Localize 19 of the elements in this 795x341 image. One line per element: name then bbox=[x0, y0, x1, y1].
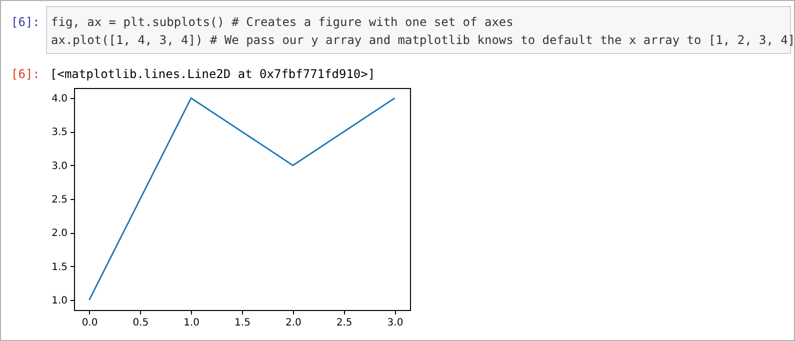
x-tick-label: 0.5 bbox=[132, 318, 149, 328]
text: [6]: bbox=[11, 15, 40, 29]
text: ax.plot([1, 4, 3, 4]) # We pass our y array and matplotlib knows to default the x array to [1, 2, 3, 4] bbox=[51, 33, 795, 47]
text: fig, ax = plt.subplots() # Creates a figure with one set of axes bbox=[51, 15, 514, 29]
x-tick-label: 3.0 bbox=[387, 318, 404, 328]
x-tick-label: 1.5 bbox=[234, 318, 250, 328]
y-tick-label: 3.0 bbox=[52, 160, 68, 172]
y-tick-label: 2.5 bbox=[52, 194, 68, 206]
y-tick-label: 1.0 bbox=[52, 295, 68, 306]
y-tick-label: 4.0 bbox=[52, 94, 68, 105]
y-tick-label: 1.5 bbox=[52, 262, 68, 273]
y-tick-label: 3.5 bbox=[52, 127, 68, 138]
x-tick-label: 0.0 bbox=[82, 318, 98, 328]
y-tick-label: 2.0 bbox=[52, 228, 68, 240]
x-tick-label: 2.0 bbox=[285, 318, 302, 328]
x-tick-label: 1.0 bbox=[184, 318, 200, 328]
x-tick-label: 2.5 bbox=[336, 318, 352, 328]
text: [<matplotlib.lines.Line2D at 0x7fbf771fd910>] bbox=[50, 67, 376, 81]
text: [6]: bbox=[11, 67, 40, 81]
